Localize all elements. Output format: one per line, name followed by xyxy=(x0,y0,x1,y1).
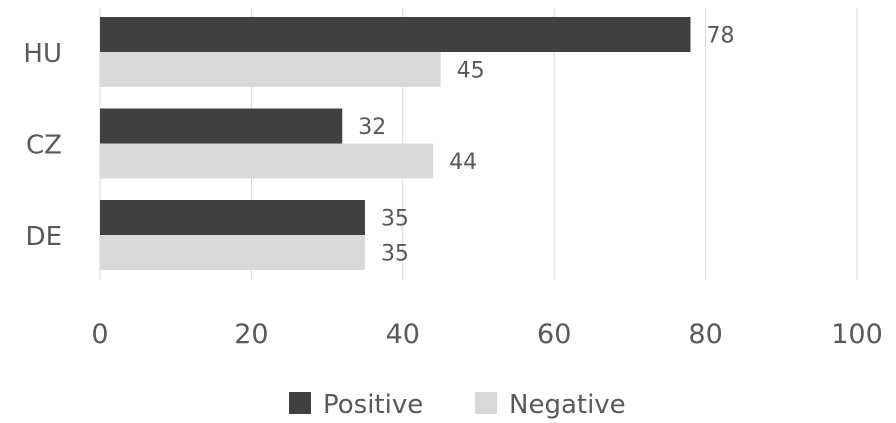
x-tick-label: 100 xyxy=(831,319,883,350)
x-tick-label: 80 xyxy=(688,319,722,350)
data-label: 35 xyxy=(381,242,409,267)
bar-positive xyxy=(100,17,691,52)
x-tick-label: 20 xyxy=(234,319,268,350)
legend-swatch-positive xyxy=(289,392,311,414)
data-label: 32 xyxy=(358,115,386,140)
data-labels: 78 45 32 44 35 35 xyxy=(358,24,734,267)
data-label: 78 xyxy=(706,24,734,49)
bar-negative xyxy=(100,143,434,179)
x-tick-label: 40 xyxy=(386,319,420,350)
legend-label-negative: Negative xyxy=(509,390,626,419)
bar-negative xyxy=(100,235,365,270)
data-label: 45 xyxy=(457,59,485,84)
data-label: 35 xyxy=(381,207,409,232)
x-tick-label: 0 xyxy=(91,319,108,350)
bar-positive xyxy=(100,108,343,144)
category-label: CZ xyxy=(26,131,62,161)
bar-negative xyxy=(100,52,441,87)
category-axis: HU CZ DE xyxy=(23,39,62,252)
data-label: 44 xyxy=(449,150,477,175)
legend-swatch-negative xyxy=(475,392,497,414)
x-tick-label: 60 xyxy=(537,319,571,350)
bar-positive xyxy=(100,200,365,235)
legend: Positive Negative xyxy=(289,390,626,420)
category-label: HU xyxy=(23,39,62,69)
category-label: DE xyxy=(26,222,62,252)
legend-label-positive: Positive xyxy=(323,390,423,419)
value-axis: 0 20 40 60 80 100 xyxy=(91,319,882,350)
bars xyxy=(100,17,691,270)
